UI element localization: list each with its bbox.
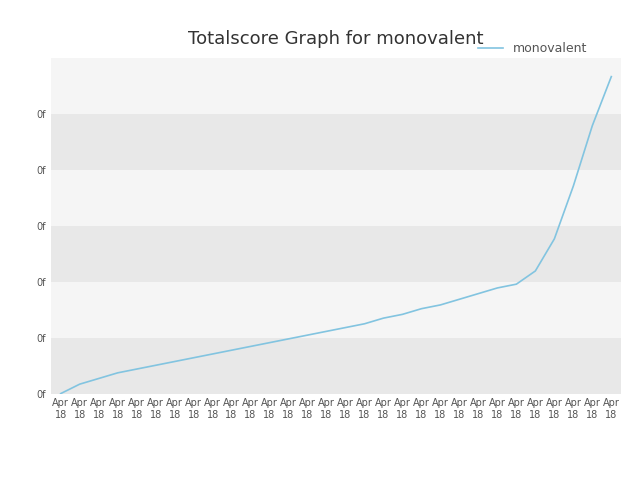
monovalent [589,123,596,129]
monovalent [456,296,463,302]
monovalent [513,281,520,287]
monovalent [474,291,483,297]
monovalent [361,321,369,327]
Line: monovalent: monovalent [61,77,611,394]
monovalent [285,336,292,342]
monovalent [228,348,236,353]
monovalent [417,306,425,312]
monovalent [152,362,159,368]
monovalent [323,328,330,334]
monovalent [246,344,254,349]
monovalent [266,340,273,346]
monovalent [570,183,577,189]
monovalent [493,285,501,291]
monovalent [436,302,444,308]
monovalent [303,332,311,338]
monovalent [57,391,65,396]
Bar [51,337,621,394]
monovalent [114,370,122,376]
monovalent [342,324,349,330]
Legend: monovalent: monovalent [473,37,593,60]
monovalent [380,315,387,321]
monovalent [209,351,216,357]
monovalent [171,359,179,364]
monovalent [133,366,141,372]
Bar [51,282,621,337]
monovalent [531,268,539,274]
monovalent [550,236,558,242]
Bar [51,114,621,169]
monovalent [76,381,83,387]
monovalent [95,376,102,382]
Bar [51,226,621,282]
monovalent [399,312,406,317]
monovalent [189,355,197,360]
Bar [51,169,621,226]
Title: Totalscore Graph for monovalent: Totalscore Graph for monovalent [188,30,484,48]
monovalent [607,74,615,80]
Bar [51,58,621,114]
